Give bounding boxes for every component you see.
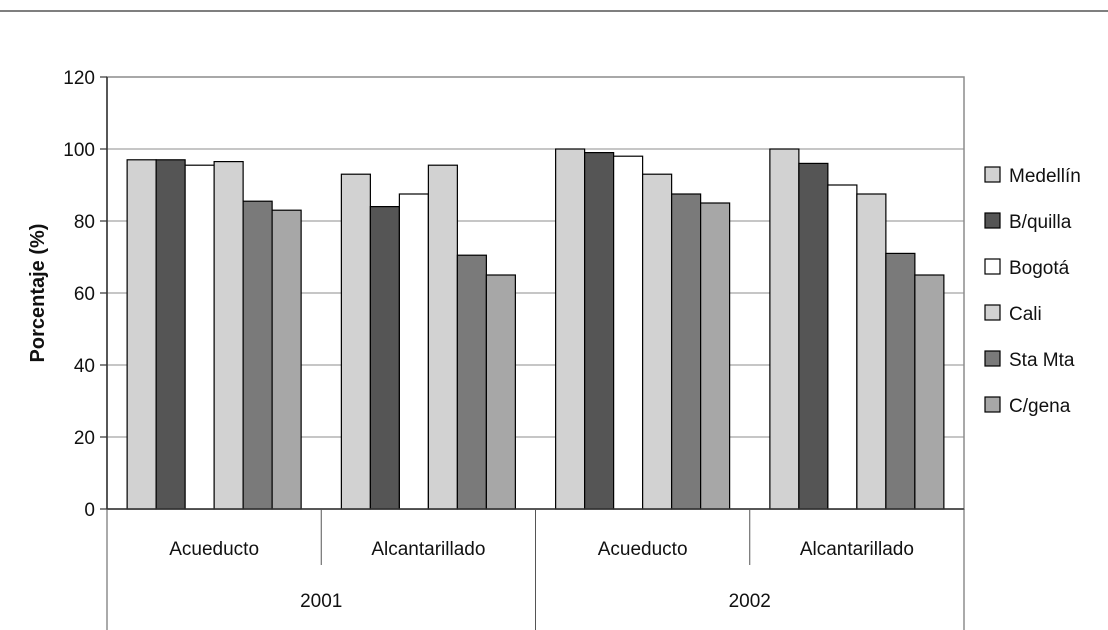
y-tick-label: 40 bbox=[74, 356, 95, 377]
bar-medell-n-2 bbox=[340, 173, 371, 510]
bar-medell-n-1 bbox=[126, 159, 157, 510]
bar-c-gena-2 bbox=[485, 274, 516, 510]
legend-swatch bbox=[984, 304, 1001, 321]
bar-cali-4 bbox=[856, 193, 887, 510]
y-tick-label: 120 bbox=[63, 68, 95, 89]
bar-c-gena-4 bbox=[914, 274, 945, 510]
legend-swatch bbox=[984, 212, 1001, 229]
bar-b-quilla-3 bbox=[584, 152, 615, 510]
bar-sta-mta-3 bbox=[671, 193, 702, 510]
y-tick-label: 20 bbox=[74, 428, 95, 449]
bar-b-quilla-4 bbox=[798, 162, 829, 510]
bar-medell-n-4 bbox=[769, 148, 800, 510]
y-tick-label: 80 bbox=[74, 212, 95, 233]
bar-sta-mta-2 bbox=[456, 254, 487, 510]
bar-medell-n-3 bbox=[555, 148, 586, 510]
bars bbox=[126, 148, 945, 510]
legend-label: Bogotá bbox=[1009, 258, 1070, 279]
y-tick-label: 0 bbox=[84, 500, 95, 521]
x-year-label: 2002 bbox=[729, 591, 771, 612]
legend: Medellín B/quilla Bogotá Cali Sta Mta C/gena bbox=[984, 166, 1081, 417]
legend-label: Cali bbox=[1009, 304, 1042, 325]
bar-bogot--3 bbox=[613, 155, 644, 510]
legend-label: B/quilla bbox=[1009, 212, 1072, 233]
bar-bogot--1 bbox=[184, 164, 215, 510]
bar-c-gena-3 bbox=[700, 202, 731, 510]
y-axis: 0 20 40 60 80 100 120 bbox=[63, 68, 108, 521]
bar-sta-mta-4 bbox=[885, 252, 916, 510]
legend-label: Sta Mta bbox=[1009, 350, 1075, 371]
x-year-label: 2001 bbox=[300, 591, 342, 612]
legend-swatch bbox=[984, 258, 1001, 275]
y-tick-label: 60 bbox=[74, 284, 95, 305]
bar-bogot--2 bbox=[398, 193, 429, 510]
y-tick-label: 100 bbox=[63, 140, 95, 161]
legend-label: Medellín bbox=[1009, 166, 1081, 187]
bar-cali-1 bbox=[213, 161, 244, 510]
bar-cali-3 bbox=[642, 173, 673, 510]
bar-sta-mta-1 bbox=[242, 200, 273, 510]
bar-bogot--4 bbox=[827, 184, 858, 510]
legend-label: C/gena bbox=[1009, 396, 1071, 417]
x-category-label: Acueducto bbox=[169, 539, 259, 560]
legend-swatch bbox=[984, 350, 1001, 367]
bar-b-quilla-2 bbox=[369, 206, 400, 510]
x-category-label: Alcantarillado bbox=[800, 539, 914, 560]
legend-swatch bbox=[984, 396, 1001, 413]
x-category-label: Alcantarillado bbox=[371, 539, 485, 560]
y-axis-title: Porcentaje (%) bbox=[27, 224, 49, 363]
legend-swatch bbox=[984, 166, 1001, 183]
bar-c-gena-1 bbox=[271, 209, 302, 510]
x-axis: Acueducto Alcantarillado Acueducto Alcantar… bbox=[106, 508, 965, 630]
bar-b-quilla-1 bbox=[155, 159, 186, 510]
bar-cali-2 bbox=[427, 164, 458, 510]
x-category-label: Acueducto bbox=[598, 539, 688, 560]
